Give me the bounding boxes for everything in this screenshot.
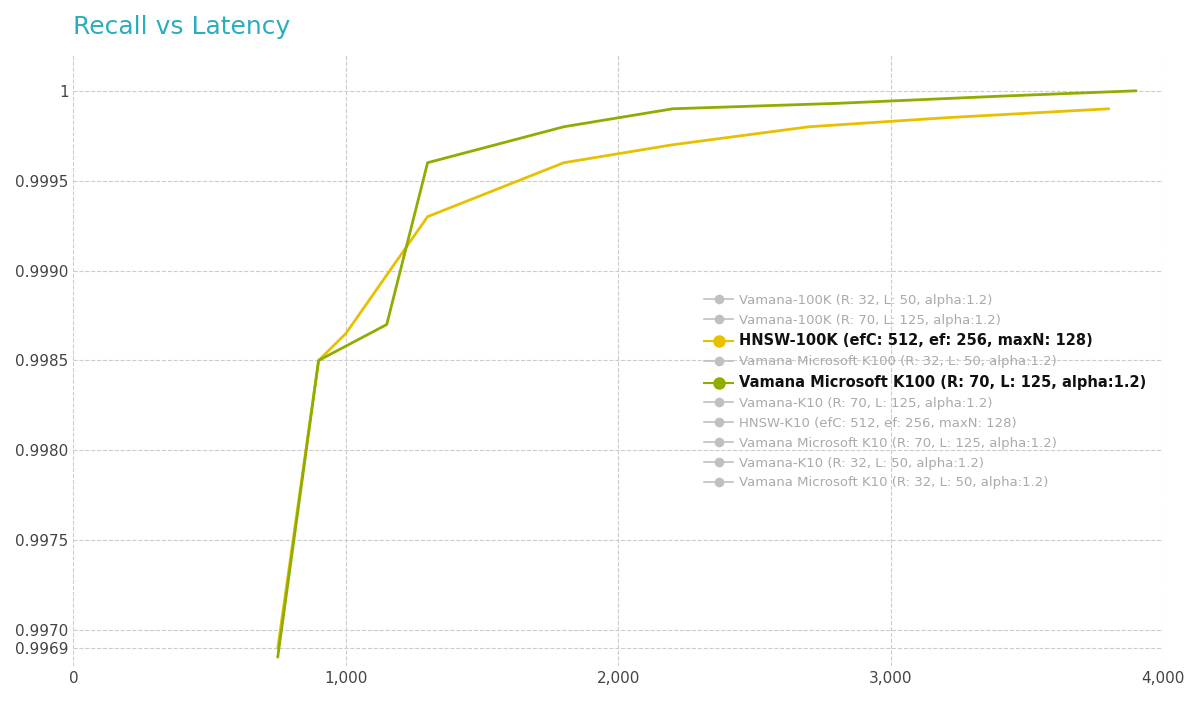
Legend: Vamana-100K (R: 32, L: 50, alpha:1.2), Vamana-100K (R: 70, L: 125, alpha:1.2), H: Vamana-100K (R: 32, L: 50, alpha:1.2), V…	[704, 294, 1146, 489]
Text: Recall vs Latency: Recall vs Latency	[73, 15, 290, 39]
